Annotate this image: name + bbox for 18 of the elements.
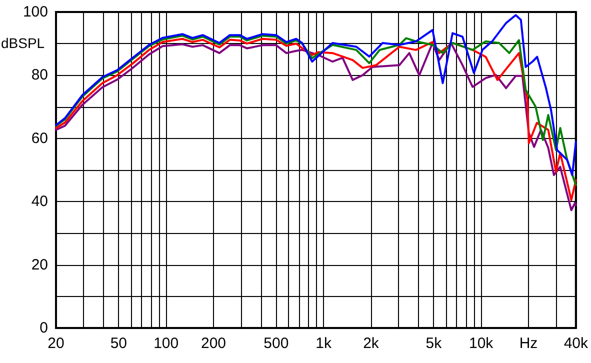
x-tick-label: 2k xyxy=(363,335,380,352)
x-tick-label: 20 xyxy=(48,335,64,352)
y-tick-label: 0 xyxy=(40,320,48,336)
x-tick-label: 500 xyxy=(264,335,289,352)
x-tick-label: 10k xyxy=(468,335,494,352)
x-tick-label: 200 xyxy=(200,335,226,352)
y-tick-label: 60 xyxy=(31,130,48,147)
y-tick-label: 40 xyxy=(31,193,48,210)
x-tick-label: 100 xyxy=(154,335,179,352)
x-tick-label: 1k xyxy=(316,335,332,352)
x-tick-label: 50 xyxy=(110,335,128,352)
y-tick-label: 20 xyxy=(31,256,48,274)
y-tick-label: 100 xyxy=(22,4,48,20)
x-tick-label: 5k xyxy=(426,335,442,352)
x-tick-label: Hz xyxy=(519,335,538,352)
x-tick-label: 40k xyxy=(564,335,588,352)
y-axis-title: dBSPL xyxy=(1,35,45,51)
y-tick-label: 80 xyxy=(31,66,48,84)
